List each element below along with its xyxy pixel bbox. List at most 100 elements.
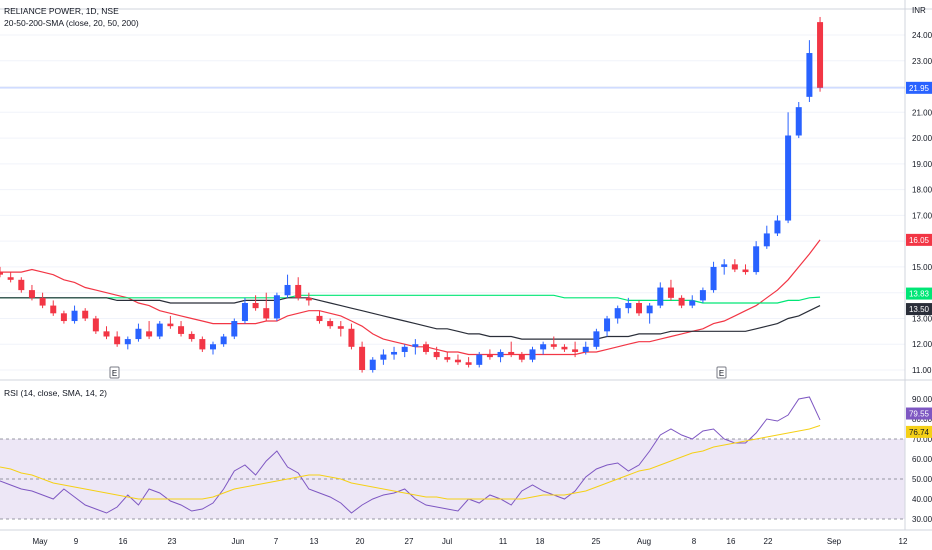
candle-body[interactable]: [316, 315, 323, 322]
candle-body[interactable]: [380, 354, 387, 360]
candle-body[interactable]: [561, 346, 568, 350]
time-tick-label: May: [32, 537, 47, 546]
candle-body[interactable]: [423, 344, 429, 352]
candle-body[interactable]: [92, 318, 99, 332]
candle-body[interactable]: [284, 284, 291, 296]
candle-body[interactable]: [295, 284, 302, 298]
candle-body[interactable]: [614, 308, 621, 319]
candle-body[interactable]: [742, 269, 749, 273]
rsi-sma-tag: [906, 425, 932, 438]
candle-body[interactable]: [817, 22, 824, 88]
candle-body[interactable]: [305, 297, 312, 301]
candle-body[interactable]: [391, 351, 398, 355]
candle-body[interactable]: [60, 313, 67, 322]
candle-body[interactable]: [263, 308, 270, 319]
candle-body[interactable]: [476, 354, 483, 365]
candle-body[interactable]: [529, 349, 536, 360]
candle-body[interactable]: [7, 277, 14, 280]
candle-body[interactable]: [806, 53, 813, 97]
candle-body[interactable]: [412, 344, 419, 347]
candle-body[interactable]: [465, 362, 472, 365]
candle-body[interactable]: [135, 328, 142, 340]
ma-legend[interactable]: 20-50-200-SMA (close, 20, 50, 200): [4, 18, 139, 28]
candle-body[interactable]: [604, 318, 611, 332]
candle-body[interactable]: [753, 246, 760, 273]
candlestick-series[interactable]: [0, 16, 824, 373]
candle-body[interactable]: [497, 351, 504, 358]
candle-body[interactable]: [518, 354, 525, 360]
candle-body[interactable]: [625, 303, 632, 309]
candle-body[interactable]: [156, 323, 163, 337]
earnings-marker[interactable]: E: [109, 366, 120, 379]
candle-body[interactable]: [486, 354, 493, 358]
candle-body[interactable]: [636, 303, 642, 314]
time-tick-label: 16: [727, 537, 736, 546]
candle-body[interactable]: [710, 266, 717, 291]
candle-body[interactable]: [572, 349, 579, 352]
candle-body[interactable]: [18, 279, 25, 291]
candle-body[interactable]: [167, 323, 174, 327]
candle-body[interactable]: [657, 287, 664, 306]
earnings-marker[interactable]: E: [716, 366, 727, 379]
candle-body[interactable]: [454, 359, 461, 363]
candle-body[interactable]: [774, 220, 781, 234]
candle-body[interactable]: [699, 290, 706, 301]
candle-body[interactable]: [348, 328, 355, 347]
candle-body[interactable]: [689, 300, 696, 306]
candle-body[interactable]: [327, 321, 334, 327]
time-tick-label: 13: [310, 537, 319, 546]
candle-body[interactable]: [178, 326, 185, 334]
candle-body[interactable]: [210, 344, 216, 350]
candle-body[interactable]: [433, 351, 440, 358]
rsi-lines: [0, 396, 821, 514]
candle-body[interactable]: [359, 346, 366, 370]
candle-body[interactable]: [785, 135, 792, 221]
time-tick-label: Jun: [232, 537, 245, 546]
time-tick-label: 16: [119, 537, 128, 546]
candle-body[interactable]: [795, 107, 802, 136]
candle-body[interactable]: [273, 295, 280, 319]
candle-body[interactable]: [508, 351, 515, 355]
candle-body[interactable]: [540, 344, 547, 350]
candle-body[interactable]: [199, 339, 206, 350]
time-tick-label: 23: [168, 537, 177, 546]
candle-body[interactable]: [646, 305, 653, 314]
candle-body[interactable]: [28, 290, 35, 298]
candle-body[interactable]: [146, 331, 153, 337]
candle-body[interactable]: [444, 357, 451, 360]
candle-body[interactable]: [231, 321, 238, 337]
time-axis[interactable]: May 9 16 23 Jun 7 13 20 27 Jul 11 18 25 Aug 8 16 22 Sep 12: [32, 537, 908, 546]
price-tick-label: 11.00: [912, 366, 932, 375]
candle-body[interactable]: [0, 272, 3, 275]
candle-body[interactable]: [220, 336, 227, 345]
candle-body[interactable]: [763, 233, 770, 247]
rsi-legend[interactable]: RSI (14, close, SMA, 14, 2): [4, 388, 107, 398]
candle-body[interactable]: [369, 359, 376, 370]
candle-body[interactable]: [667, 287, 674, 298]
candle-body[interactable]: [114, 336, 121, 345]
candle-body[interactable]: [721, 264, 728, 267]
rsi-line-rsi-sma: [0, 425, 821, 500]
candle-body[interactable]: [124, 339, 131, 345]
time-tick-label: 18: [536, 537, 545, 546]
candle-body[interactable]: [39, 297, 46, 306]
candle-body[interactable]: [50, 305, 57, 314]
candle-body[interactable]: [71, 310, 78, 322]
candle-body[interactable]: [188, 333, 195, 340]
candle-body[interactable]: [241, 303, 248, 322]
candle-body[interactable]: [337, 326, 344, 329]
symbol-legend[interactable]: RELIANCE POWER, 1D, NSE: [4, 6, 119, 16]
candle-body[interactable]: [550, 344, 557, 347]
price-tick-label: 12.00: [912, 340, 932, 349]
candle-body[interactable]: [82, 310, 89, 319]
candle-body[interactable]: [593, 331, 600, 347]
time-tick-label: 8: [692, 537, 697, 546]
candle-body[interactable]: [103, 331, 110, 337]
candle-body[interactable]: [678, 297, 685, 306]
candle-body[interactable]: [582, 346, 589, 352]
candle-body[interactable]: [252, 303, 259, 309]
candle-body[interactable]: [731, 264, 738, 270]
candle-body[interactable]: [401, 346, 408, 352]
